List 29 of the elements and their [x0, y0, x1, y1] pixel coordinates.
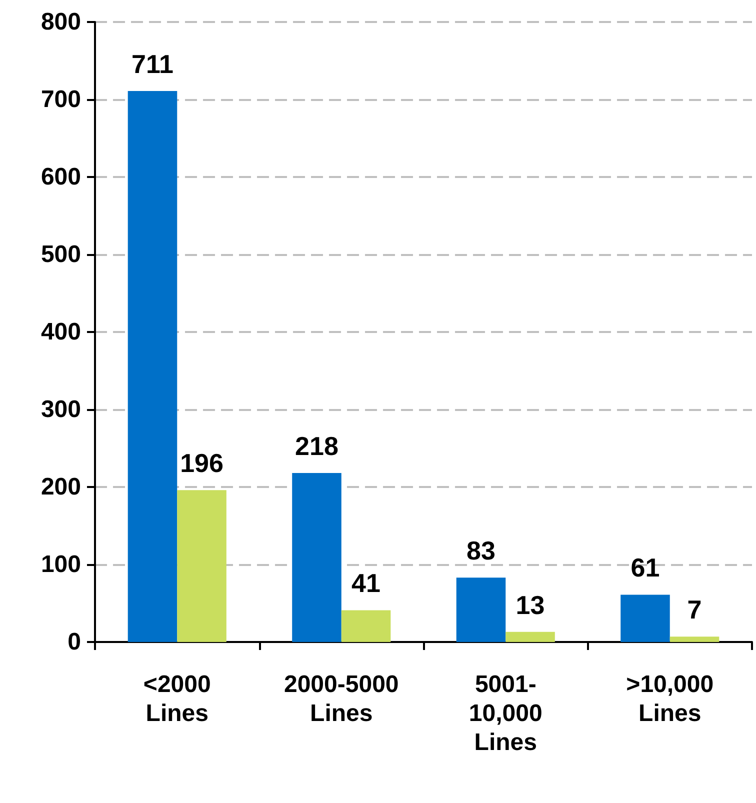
- y-tick-label: 500: [40, 241, 81, 268]
- bar: [620, 594, 670, 642]
- x-tick-label: <2000 Lines: [143, 671, 211, 727]
- bar: [292, 473, 342, 642]
- bar: [341, 610, 391, 642]
- data-label: 83: [466, 536, 496, 566]
- y-tick-label: 400: [40, 318, 81, 346]
- y-tick-label: 300: [40, 396, 81, 423]
- y-tick-label: 800: [40, 8, 81, 36]
- x-tick-label: >10,000 Lines: [626, 671, 714, 727]
- y-tick-label: 0: [68, 628, 81, 656]
- data-label: 218: [295, 431, 338, 462]
- bar: [456, 578, 506, 642]
- data-label: 711: [132, 48, 174, 79]
- x-tick-label: 2000-5000 Lines: [284, 671, 399, 727]
- bar: [506, 632, 555, 642]
- bar: [128, 90, 178, 642]
- y-tick-label: 100: [40, 551, 81, 578]
- y-tick-label: 600: [40, 164, 81, 190]
- bar: [670, 636, 720, 642]
- data-label: 196: [180, 448, 224, 478]
- y-tick-label: 700: [40, 86, 81, 113]
- data-label: 13: [516, 590, 545, 620]
- x-tick-label: 5001-10,000 Lines: [468, 671, 542, 756]
- data-label: 7: [687, 594, 702, 625]
- data-label: 61: [630, 552, 660, 583]
- data-label: 41: [352, 568, 380, 598]
- y-tick-label: 200: [40, 474, 81, 500]
- bar: [177, 490, 226, 642]
